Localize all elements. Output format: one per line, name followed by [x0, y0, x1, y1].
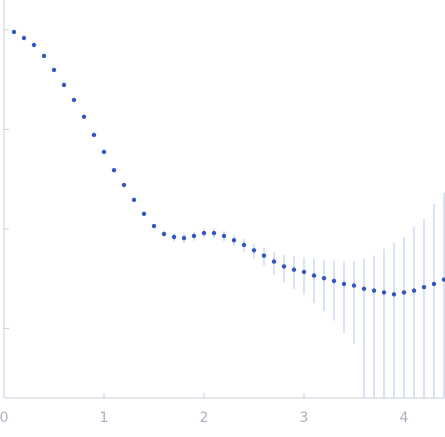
data-point — [411, 288, 417, 293]
data-point — [261, 253, 267, 258]
data-point — [61, 82, 67, 88]
data-point — [171, 234, 177, 240]
data-point — [51, 67, 57, 73]
data-point — [291, 267, 297, 272]
data-point — [71, 97, 77, 103]
data-point — [231, 238, 237, 243]
data-point — [111, 167, 117, 173]
data-point — [81, 114, 87, 120]
data-point — [381, 290, 387, 295]
data-point — [421, 284, 427, 290]
data-point — [151, 223, 157, 229]
data-point — [181, 235, 187, 241]
data-point — [351, 283, 357, 288]
data-point — [431, 281, 437, 287]
data-point — [341, 281, 347, 287]
data-point — [331, 278, 337, 284]
data-point — [361, 286, 367, 292]
data-point — [391, 292, 397, 297]
x-tick-label: 0 — [0, 410, 8, 426]
data-point — [271, 259, 277, 264]
data-point — [211, 230, 217, 236]
x-tick-label: 1 — [100, 410, 109, 426]
data-point — [321, 275, 327, 281]
data-point — [401, 290, 407, 295]
data-point — [221, 233, 227, 239]
data-point — [31, 42, 37, 48]
data-point — [241, 242, 247, 248]
data-point — [251, 248, 257, 253]
data-point — [41, 53, 47, 59]
x-tick-label: 4 — [400, 410, 409, 426]
data-point — [191, 233, 197, 239]
data-point — [11, 29, 17, 35]
data-point — [121, 182, 127, 188]
data-point — [371, 288, 377, 293]
data-point — [101, 149, 107, 155]
data-point — [161, 231, 167, 237]
data-point — [311, 273, 317, 278]
data-point — [301, 269, 307, 275]
x-tick-label: 2 — [200, 410, 209, 426]
data-point — [21, 35, 27, 41]
data-point — [131, 197, 137, 203]
data-point — [141, 211, 147, 216]
data-point — [201, 230, 207, 236]
data-point — [91, 132, 97, 138]
x-tick-label: 3 — [300, 410, 309, 426]
data-point — [441, 277, 445, 282]
data-point — [281, 264, 287, 269]
